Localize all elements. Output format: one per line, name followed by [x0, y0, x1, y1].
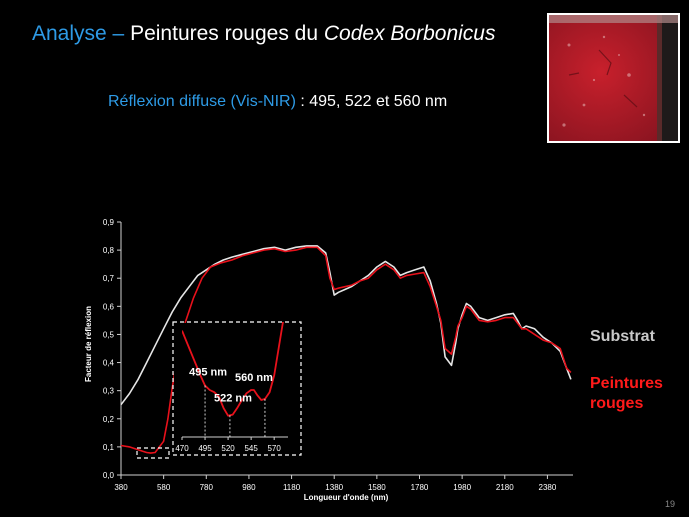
x-axis-label: Longueur d'onde (nm) [304, 493, 389, 502]
title-prefix: Analyse [32, 22, 107, 45]
slide-subtitle: Réflexion diffuse (Vis-NIR) : 495, 522 e… [108, 93, 447, 111]
origin-dashed-box [136, 447, 170, 459]
inset-x-tick-label: 520 [221, 444, 235, 453]
inset-x-tick-label: 495 [198, 444, 212, 453]
y-tick-label: 0,8 [103, 246, 115, 255]
x-tick-label: 980 [242, 483, 256, 492]
page-number: 19 [664, 499, 675, 509]
legend-peintures-rouges: Peintures rouges [590, 375, 663, 412]
y-tick-label: 0,3 [103, 387, 115, 396]
red-paint-sample-photo [547, 13, 680, 143]
chart-axes: 0,0 0,1 0,2 0,3 0,4 0,5 0,6 0,7 0,8 0,9 380 580 780 9… [103, 218, 573, 492]
x-tick-label: 780 [200, 483, 214, 492]
title-dash: – [106, 22, 131, 45]
substrat-series-line [120, 245, 572, 406]
inset-marker-label: 495 nm [189, 366, 227, 378]
sample-photo-texture [549, 15, 678, 141]
y-tick-label: 0,7 [103, 274, 115, 283]
x-tick-label: 380 [114, 483, 128, 492]
x-tick-label: 1380 [325, 483, 343, 492]
x-tick-label: 1980 [453, 483, 471, 492]
inset-marker-label: 560 nm [235, 372, 273, 384]
legend-substrat: Substrat [590, 328, 655, 345]
y-tick-label: 0,2 [103, 415, 115, 424]
inset-x-tick-label: 570 [267, 444, 281, 453]
y-tick-label: 0,4 [103, 359, 115, 368]
title-italic: Codex Borbonicus [323, 22, 496, 45]
x-tick-label: 2180 [496, 483, 514, 492]
title-text: Peintures rouges du [130, 22, 324, 45]
inset-background [174, 323, 300, 454]
inset-x-tick-label: 470 [175, 444, 189, 453]
x-tick-label: 2380 [539, 483, 557, 492]
inset-marker-label: 522 nm [214, 392, 252, 404]
y-tick-label: 0,5 [103, 330, 115, 339]
slide-title: Analyse – Peintures rouges du Codex Borb… [32, 22, 495, 46]
x-tick-label: 580 [157, 483, 171, 492]
subtitle-accent: Réflexion diffuse (Vis-NIR) [108, 93, 296, 110]
inset-dashed-box [172, 321, 302, 456]
y-tick-label: 0,0 [103, 471, 115, 480]
y-tick-label: 0,6 [103, 302, 115, 311]
x-tick-label: 1180 [283, 483, 301, 492]
y-tick-label: 0,9 [103, 218, 115, 227]
y-axis-label: Facteur de réflexion [84, 306, 93, 382]
x-tick-label: 1780 [411, 483, 429, 492]
inset-chart: 470 495 520 545 570 495 nm 522 nm 560 nm [174, 322, 300, 454]
inset-peintures-rouges-line [182, 322, 284, 417]
x-tick-label: 1580 [368, 483, 386, 492]
inset-x-tick-label: 545 [244, 444, 258, 453]
subtitle-rest: : 495, 522 et 560 nm [295, 93, 448, 110]
y-tick-label: 0,1 [103, 443, 115, 452]
